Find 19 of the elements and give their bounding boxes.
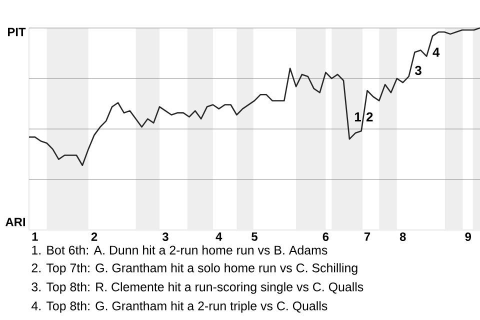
x-tick-label: 7 [364,232,370,241]
x-tick-label: 2 [91,232,98,241]
x-tick-label: 9 [465,232,472,241]
text: 1. Bot 6th: A. Dunn hit a 2-run home run vs B. Adams [32,245,328,255]
annotation: 3 [414,66,422,76]
text: 2. Top 7th: G. Grantham hit a solo home run vs C. Schilling [32,263,358,275]
text: ARI [6,218,25,226]
x-tick-label: 4 [216,232,222,241]
annotation: 1 [354,112,361,122]
x-tick-label: 6 [322,232,329,241]
x-tick-label: 8 [400,232,406,241]
text: 3. Top 8th: R. Clemente hit a run-scoring single vs C. Qualls [32,282,364,294]
x-tick-label: 5 [252,232,258,241]
text: 4. Top 8th: G. Grantham hit a 2-run triple vs C. Qualls [31,301,328,313]
annotation: 2 [366,112,373,122]
annotation: 4 [432,48,440,57]
x-tick-label: 3 [162,232,168,242]
x-tick-label: 1 [32,232,38,241]
text: PIT [8,28,26,36]
